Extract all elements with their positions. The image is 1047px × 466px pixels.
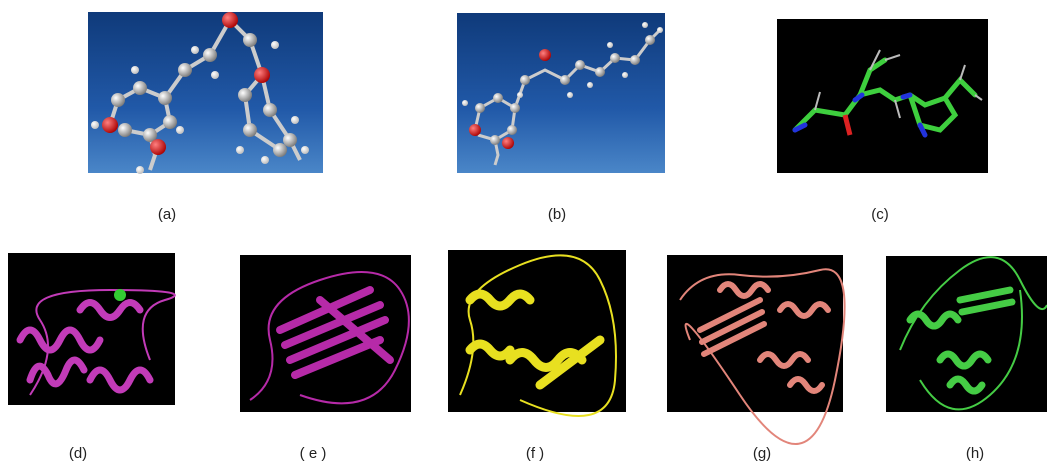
illustration-circle — [520, 75, 530, 85]
panel-label: (f ) — [526, 445, 544, 462]
molecule-b — [457, 13, 665, 173]
illustration-circle — [131, 66, 139, 74]
page: {"panels": [ {"label": "(a)"}, {"label":… — [0, 0, 1047, 466]
illustration-circle — [517, 92, 523, 98]
illustration-circle — [150, 139, 166, 155]
illustration-circle — [261, 156, 269, 164]
illustration-circle — [502, 137, 514, 149]
illustration-circle — [283, 133, 297, 147]
illustration-circle — [539, 49, 551, 61]
illustration-circle — [510, 103, 520, 113]
illustration-circle — [587, 82, 593, 88]
illustration-line — [903, 95, 910, 97]
molecule-a — [88, 12, 323, 174]
illustration-circle — [469, 124, 481, 136]
illustration-circle — [595, 67, 605, 77]
protein-f — [448, 250, 626, 416]
figure: (a) (b) — [0, 0, 1047, 466]
panel-label: ( e ) — [300, 445, 327, 462]
illustration-circle — [243, 123, 257, 137]
illustration-circle — [507, 125, 517, 135]
illustration-circle — [493, 93, 503, 103]
illustration-circle — [254, 67, 270, 83]
illustration-circle — [91, 121, 99, 129]
illustration-circle — [133, 81, 147, 95]
illustration-circle — [118, 123, 132, 137]
illustration-rect — [88, 12, 323, 173]
illustration-circle — [236, 146, 244, 154]
illustration-circle — [178, 63, 192, 77]
illustration-circle — [263, 103, 277, 117]
illustration-rect — [457, 13, 665, 173]
protein-e — [240, 255, 411, 412]
protein-g — [667, 255, 845, 444]
molecule-c — [777, 19, 988, 173]
illustration-circle — [291, 116, 299, 124]
illustration-circle — [238, 88, 252, 102]
illustration-circle — [191, 46, 199, 54]
panel-label: (h) — [966, 445, 984, 462]
illustration-circle — [301, 146, 309, 154]
illustration-circle — [645, 35, 655, 45]
illustration-circle — [273, 143, 287, 157]
illustration-rect — [777, 19, 988, 173]
panel-label: (g) — [753, 445, 771, 462]
illustration-circle — [163, 115, 177, 129]
illustration-circle — [222, 12, 238, 28]
illustration-circle — [475, 103, 485, 113]
illustration-circle — [271, 41, 279, 49]
illustration-circle — [243, 33, 257, 47]
illustration-circle — [136, 166, 144, 174]
illustration-circle — [560, 75, 570, 85]
panel-label: (b) — [548, 206, 566, 223]
illustration-circle — [607, 42, 613, 48]
illustration-circle — [158, 91, 172, 105]
illustration-circle — [462, 100, 468, 106]
illustration-circle — [176, 126, 184, 134]
protein-d — [8, 253, 175, 405]
illustration-circle — [111, 93, 125, 107]
illustration-circle — [657, 27, 663, 33]
protein-h — [886, 256, 1047, 412]
illustration-circle — [610, 53, 620, 63]
panel-label: (c) — [871, 206, 889, 223]
illustration-circle — [567, 92, 573, 98]
illustration-circle — [575, 60, 585, 70]
illustration-circle — [211, 71, 219, 79]
panel-label: (d) — [69, 445, 87, 462]
illustration-circle — [114, 289, 126, 301]
illustration-circle — [642, 22, 648, 28]
illustration-circle — [622, 72, 628, 78]
illustration-circle — [203, 48, 217, 62]
panel-label: (a) — [158, 206, 176, 223]
illustration-circle — [490, 135, 500, 145]
illustration-circle — [630, 55, 640, 65]
illustration-circle — [102, 117, 118, 133]
